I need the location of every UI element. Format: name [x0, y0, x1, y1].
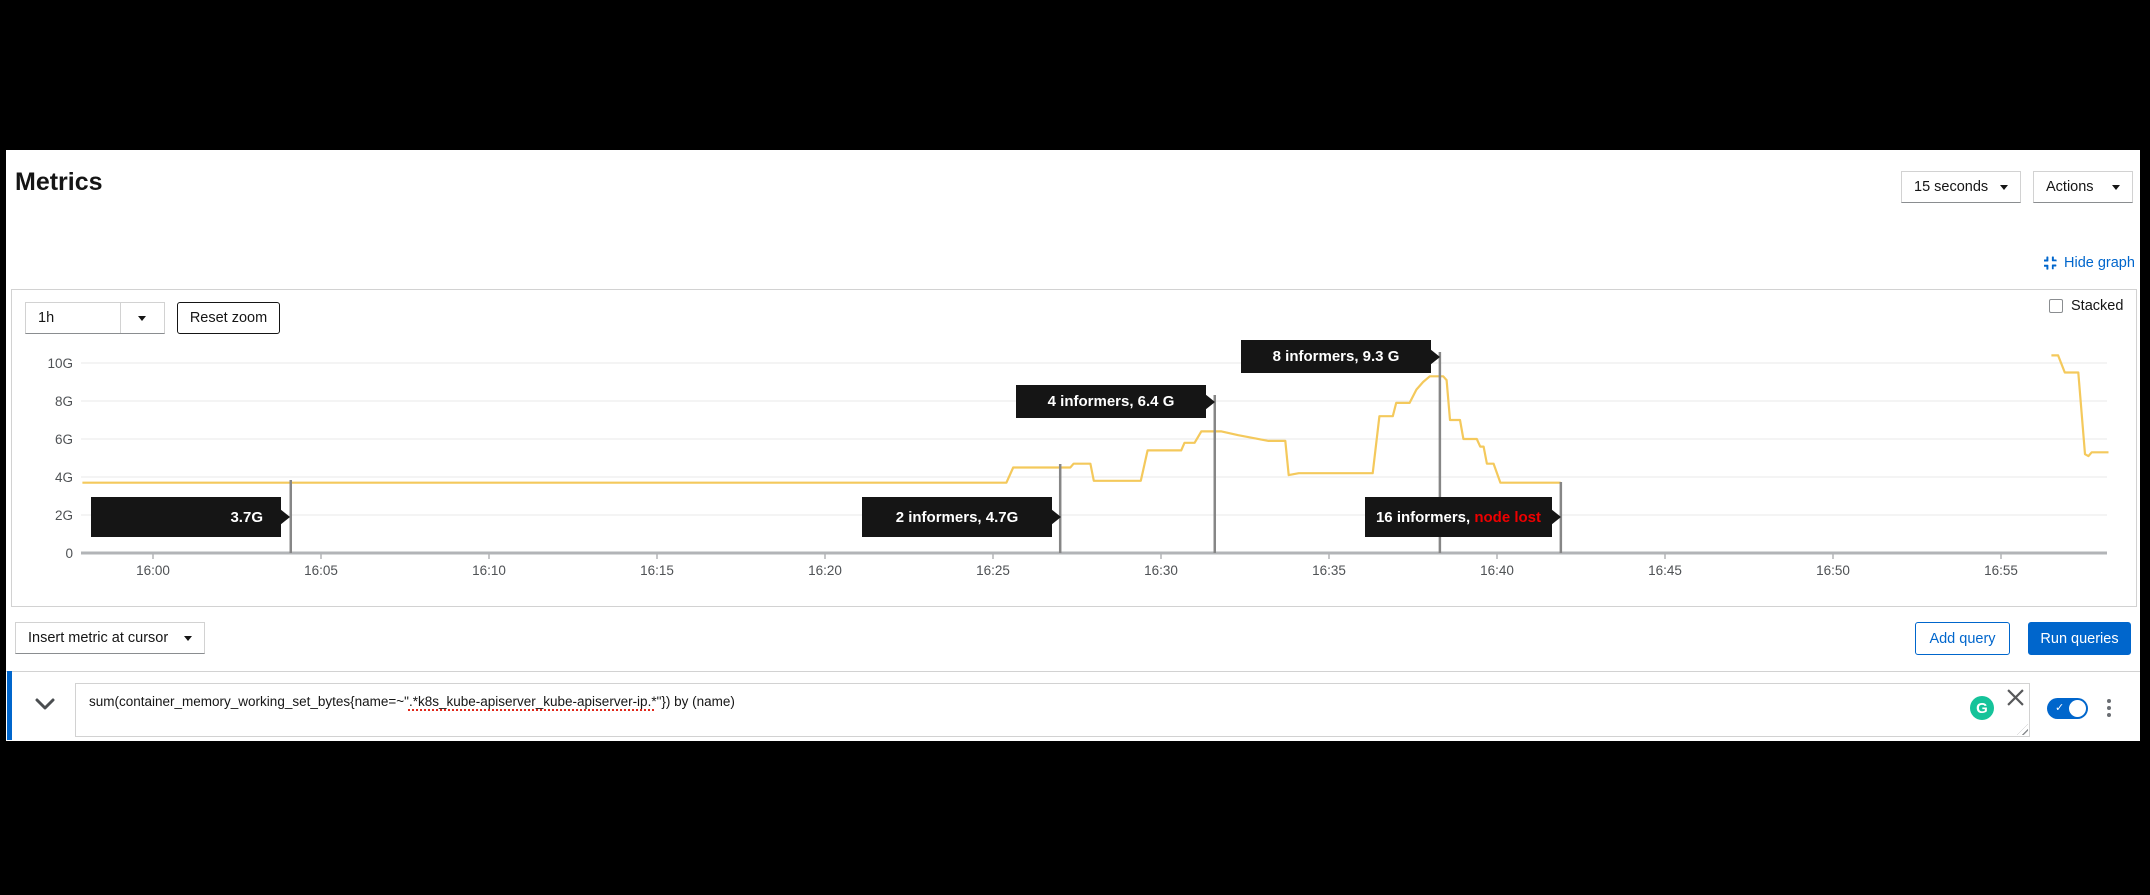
annotation-text: 2 informers, 4.7G — [895, 508, 1019, 526]
chart-annotation-tooltip: 2 informers, 4.7G — [862, 497, 1052, 537]
chart-annotation-tooltip: 4 informers, 6.4 G — [1016, 385, 1206, 418]
time-range-dropdown[interactable]: 1h — [25, 302, 165, 334]
chevron-down-icon — [184, 635, 192, 641]
annotation-text: 3.7G — [230, 508, 263, 526]
chevron-down-icon — [2112, 184, 2120, 190]
check-icon: ✓ — [2055, 702, 2065, 714]
kebab-menu[interactable] — [2103, 696, 2115, 720]
reset-zoom-button[interactable]: Reset zoom — [177, 302, 280, 334]
run-queries-label: Run queries — [2040, 630, 2119, 647]
graph-panel — [11, 289, 2137, 607]
refresh-interval-dropdown[interactable]: 15 seconds — [1901, 171, 2021, 203]
metrics-page: Metrics 15 seconds Actions Hide graph 1h… — [6, 150, 2140, 741]
run-queries-button[interactable]: Run queries — [2028, 622, 2131, 655]
chart-annotation-tooltip: 8 informers, 9.3 G — [1241, 340, 1431, 373]
add-query-button[interactable]: Add query — [1915, 622, 2010, 655]
query-text-prefix: sum(container_memory_working_set_bytes{n… — [89, 694, 409, 709]
hide-graph-link[interactable]: Hide graph — [2044, 255, 2135, 271]
query-text-suffix: "}) by (name) — [656, 694, 735, 709]
query-text-highlighted: .*k8s_kube-apiserver_kube-apiserver-ip.* — [408, 694, 657, 709]
resize-handle[interactable] — [2017, 724, 2028, 735]
compress-icon — [2044, 256, 2057, 270]
stacked-label: Stacked — [2071, 298, 2124, 314]
reset-zoom-label: Reset zoom — [189, 310, 268, 326]
chart-annotation-tooltip: 3.7G — [91, 497, 281, 537]
expand-chevron-icon[interactable] — [35, 698, 55, 710]
chevron-down-icon — [2000, 184, 2008, 190]
add-query-label: Add query — [1929, 630, 1996, 647]
query-enabled-toggle[interactable]: ✓ — [2047, 698, 2088, 719]
insert-metric-value: Insert metric at cursor — [28, 630, 169, 646]
chevron-down-icon — [138, 315, 146, 321]
hide-graph-label: Hide graph — [2064, 255, 2135, 271]
query-expression-input[interactable]: sum(container_memory_working_set_bytes{n… — [75, 683, 2030, 737]
chart-annotation-tooltip: 16 informers, node lost — [1365, 497, 1552, 537]
annotation-danger-text: node lost — [1474, 508, 1542, 526]
stacked-control: Stacked — [2049, 298, 2123, 314]
query-row-accent-bar — [7, 671, 12, 740]
annotation-text: 16 informers, — [1375, 508, 1475, 526]
stacked-checkbox[interactable] — [2049, 299, 2063, 313]
actions-label: Actions — [2046, 179, 2094, 195]
insert-metric-dropdown[interactable]: Insert metric at cursor — [15, 622, 205, 654]
grammarly-icon[interactable]: G — [1970, 696, 1994, 720]
time-range-value: 1h — [38, 310, 55, 326]
toggle-knob — [2069, 700, 2086, 717]
refresh-interval-value: 15 seconds — [1914, 179, 1989, 195]
close-icon[interactable] — [2007, 689, 2024, 706]
dropdown-divider — [120, 303, 121, 333]
actions-dropdown[interactable]: Actions — [2033, 171, 2133, 203]
annotation-text: 8 informers, 9.3 G — [1272, 348, 1400, 365]
page-title: Metrics — [15, 168, 103, 196]
annotation-text: 4 informers, 6.4 G — [1047, 393, 1175, 410]
